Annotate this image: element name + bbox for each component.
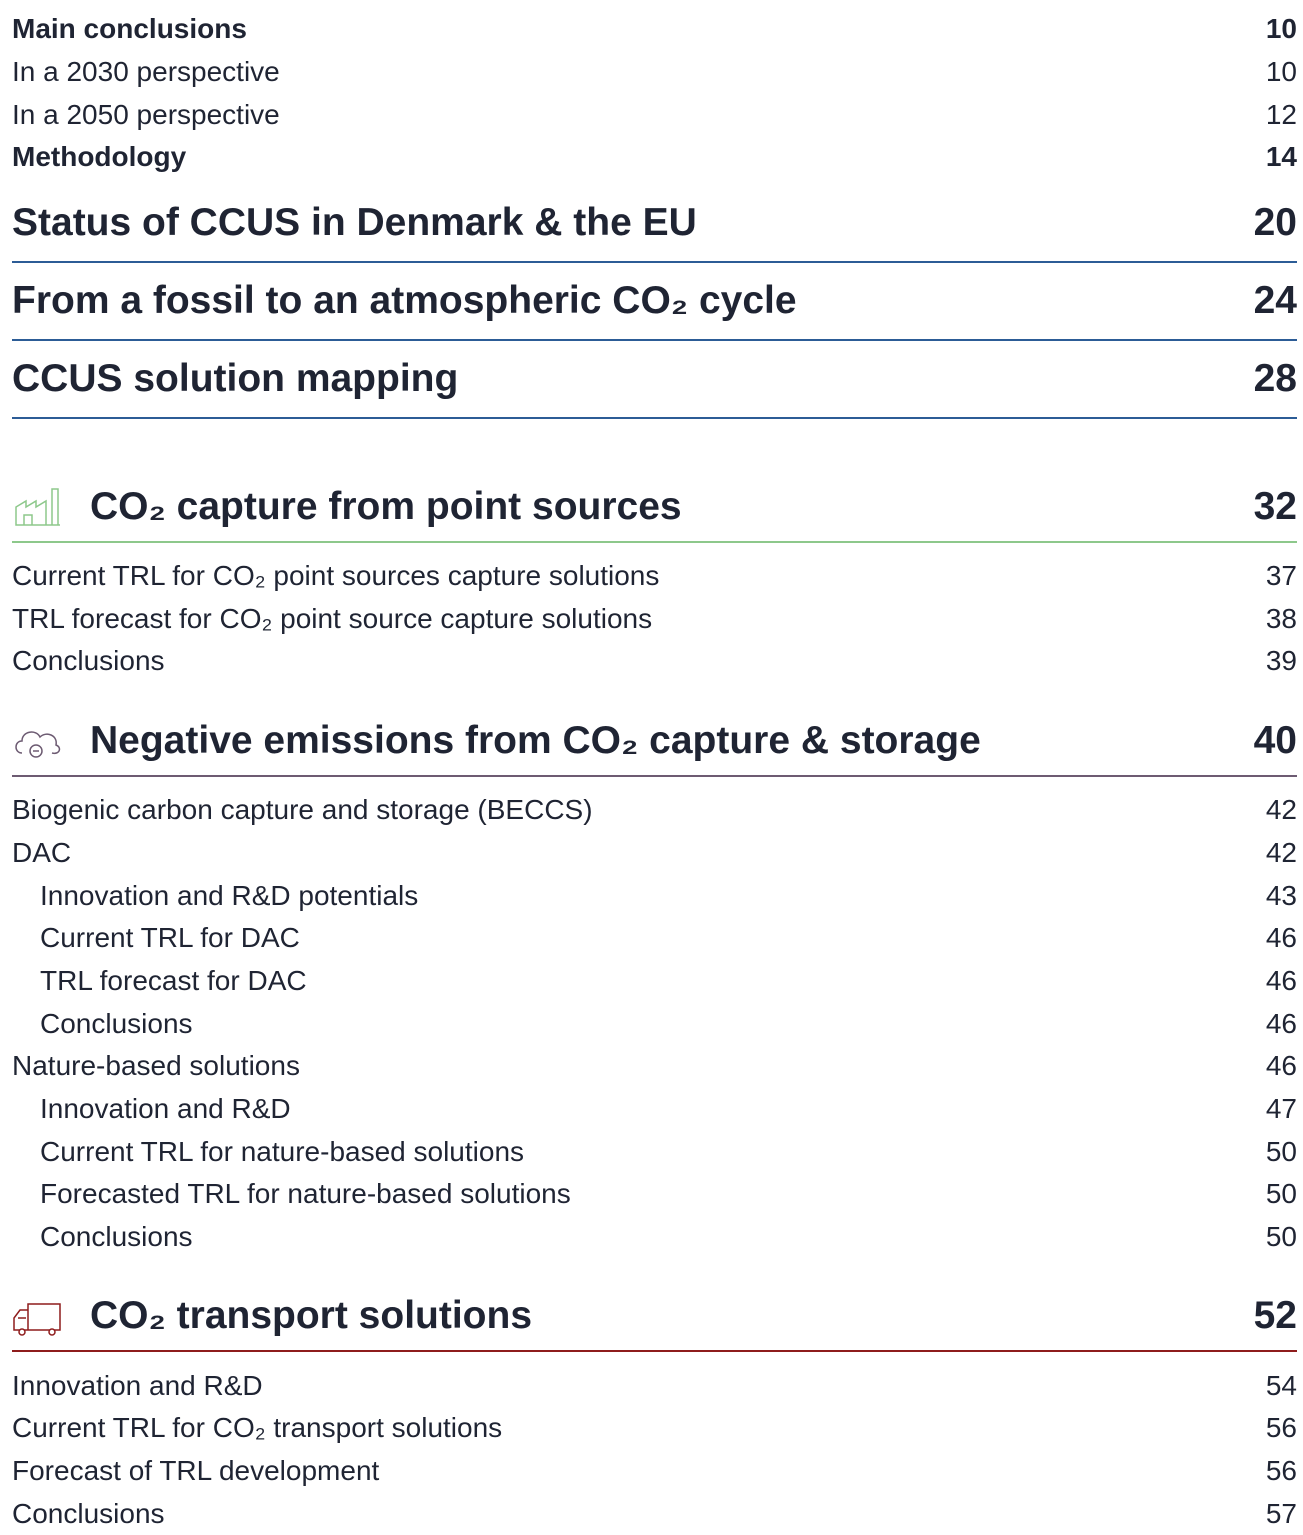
entry-title: Current TRL for CO₂ transport solutions bbox=[12, 1412, 503, 1444]
section-heading: Negative emissions from CO₂ capture & st… bbox=[12, 707, 1297, 777]
page-number: 46 bbox=[1265, 964, 1297, 996]
toc-row: TRL forecast for DAC 46 bbox=[12, 960, 1297, 1003]
entry-title: Current TRL for DAC bbox=[40, 922, 300, 954]
page-number: 42 bbox=[1265, 836, 1297, 868]
entry-title: Current TRL for CO₂ point sources captur… bbox=[12, 560, 660, 592]
entry-title: TRL forecast for DAC bbox=[40, 964, 307, 996]
toc-row: Conclusions 50 bbox=[12, 1216, 1297, 1259]
entry-title: Current TRL for nature-based solutions bbox=[40, 1135, 525, 1167]
toc-row: Innovation and R&D potentials 43 bbox=[12, 874, 1297, 917]
toc-row: Biogenic carbon capture and storage (BEC… bbox=[12, 789, 1297, 832]
section-items: Current TRL for CO₂ point sources captur… bbox=[12, 555, 1297, 683]
toc-row: Current TRL for nature-based solutions 50 bbox=[12, 1130, 1297, 1173]
toc-row: Innovation and R&D 54 bbox=[12, 1364, 1297, 1407]
section-items: Biogenic carbon capture and storage (BEC… bbox=[12, 789, 1297, 1259]
page-number: 20 bbox=[1253, 200, 1297, 244]
chapter-title: Status of CCUS in Denmark & the EU bbox=[12, 200, 697, 244]
page-number: 46 bbox=[1265, 922, 1297, 954]
page-number: 10 bbox=[1265, 13, 1297, 45]
entry-title: Nature-based solutions bbox=[12, 1050, 300, 1082]
section-icon bbox=[15, 731, 61, 758]
toc-row: Conclusions 57 bbox=[12, 1492, 1297, 1535]
toc-row: Methodology 14 bbox=[12, 136, 1297, 179]
section-title: Negative emissions from CO₂ capture & st… bbox=[90, 718, 981, 762]
page-number: 32 bbox=[1253, 484, 1297, 528]
entry-title: Forecast of TRL development bbox=[12, 1455, 380, 1487]
chapter-title: From a fossil to an atmospheric CO₂ cycl… bbox=[12, 278, 797, 322]
toc-row: Nature-based solutions 46 bbox=[12, 1045, 1297, 1088]
chapters: Status of CCUS in Denmark & the EU 20 From… bbox=[12, 185, 1297, 419]
page-number: 46 bbox=[1265, 1050, 1297, 1082]
entries: Main conclusions 10 In a 2030 perspective 1… bbox=[12, 8, 1297, 179]
page-number: 57 bbox=[1265, 1497, 1297, 1529]
page-number: 56 bbox=[1265, 1412, 1297, 1444]
page-number: 10 bbox=[1265, 56, 1297, 88]
page-number: 54 bbox=[1265, 1369, 1297, 1401]
toc-row: Forecasted TRL for nature-based solution… bbox=[12, 1173, 1297, 1216]
toc-row: Current TRL for DAC 46 bbox=[12, 917, 1297, 960]
entry-title: Main conclusions bbox=[12, 13, 247, 45]
toc-row: TRL forecast for CO₂ point source captur… bbox=[12, 597, 1297, 640]
toc-row: In a 2050 perspective 12 bbox=[12, 93, 1297, 136]
page-number: 50 bbox=[1265, 1178, 1297, 1210]
page-number: 50 bbox=[1265, 1135, 1297, 1167]
entry-title: Biogenic carbon capture and storage (BEC… bbox=[12, 794, 593, 826]
sections: CO₂ capture from point sources 32 Current … bbox=[12, 473, 1297, 1535]
chapter-title: CCUS solution mapping bbox=[12, 356, 459, 400]
entry-title: TRL forecast for CO₂ point source captur… bbox=[12, 602, 653, 634]
entry-title: Innovation and R&D potentials bbox=[40, 879, 419, 911]
entry-title: In a 2050 perspective bbox=[12, 98, 280, 130]
entry-title: Conclusions bbox=[12, 1497, 165, 1529]
entry-title: Methodology bbox=[12, 141, 187, 173]
page-number: 28 bbox=[1253, 356, 1297, 400]
page-number: 14 bbox=[1265, 141, 1297, 173]
page-number: 47 bbox=[1265, 1092, 1297, 1124]
page-number: 42 bbox=[1265, 794, 1297, 826]
section-title: CO₂ transport solutions bbox=[90, 1294, 533, 1338]
toc-row: Forecast of TRL development 56 bbox=[12, 1450, 1297, 1493]
page-number: 12 bbox=[1265, 98, 1297, 130]
section-heading: CO₂ transport solutions 52 bbox=[12, 1282, 1297, 1353]
table-of-contents: Main conclusions 10 In a 2030 perspective 1… bbox=[12, 0, 1297, 1535]
chapter-heading: CCUS solution mapping 28 bbox=[12, 341, 1297, 419]
entry-title: Conclusions bbox=[40, 1007, 193, 1039]
entry-title: Conclusions bbox=[12, 645, 165, 677]
page-number: 46 bbox=[1265, 1007, 1297, 1039]
entry-title: Forecasted TRL for nature-based solution… bbox=[40, 1178, 571, 1210]
page-number: 40 bbox=[1253, 718, 1297, 762]
page-number: 43 bbox=[1265, 879, 1297, 911]
page-number: 50 bbox=[1265, 1221, 1297, 1253]
page-number: 52 bbox=[1253, 1294, 1297, 1338]
page-number: 24 bbox=[1253, 278, 1297, 322]
toc-row: Current TRL for CO₂ point sources captur… bbox=[12, 555, 1297, 598]
toc-row: In a 2030 perspective 10 bbox=[12, 51, 1297, 94]
toc-row: Conclusions 39 bbox=[12, 640, 1297, 683]
toc-row: Main conclusions 10 bbox=[12, 8, 1297, 51]
entry-title: Innovation and R&D bbox=[40, 1092, 291, 1124]
entry-title: DAC bbox=[12, 836, 72, 868]
toc-row: DAC 42 bbox=[12, 832, 1297, 875]
section-icon bbox=[13, 1303, 61, 1337]
toc-row: Current TRL for CO₂ transport solutions 5… bbox=[12, 1407, 1297, 1450]
page-number: 56 bbox=[1265, 1455, 1297, 1487]
chapter-heading: Status of CCUS in Denmark & the EU 20 bbox=[12, 185, 1297, 263]
entry-title: Innovation and R&D bbox=[12, 1369, 263, 1401]
toc-row: Conclusions 46 bbox=[12, 1002, 1297, 1045]
section-icon bbox=[15, 488, 60, 526]
page-number: 39 bbox=[1265, 645, 1297, 677]
section-items: Innovation and R&D 54 Current TRL for CO₂ … bbox=[12, 1364, 1297, 1535]
chapter-heading: From a fossil to an atmospheric CO₂ cycl… bbox=[12, 263, 1297, 341]
section-heading: CO₂ capture from point sources 32 bbox=[12, 473, 1297, 543]
page-number: 38 bbox=[1265, 602, 1297, 634]
page-number: 37 bbox=[1265, 560, 1297, 592]
entry-title: Conclusions bbox=[40, 1221, 193, 1253]
entry-title: In a 2030 perspective bbox=[12, 56, 280, 88]
section-title: CO₂ capture from point sources bbox=[90, 484, 682, 528]
toc-row: Innovation and R&D 47 bbox=[12, 1088, 1297, 1131]
